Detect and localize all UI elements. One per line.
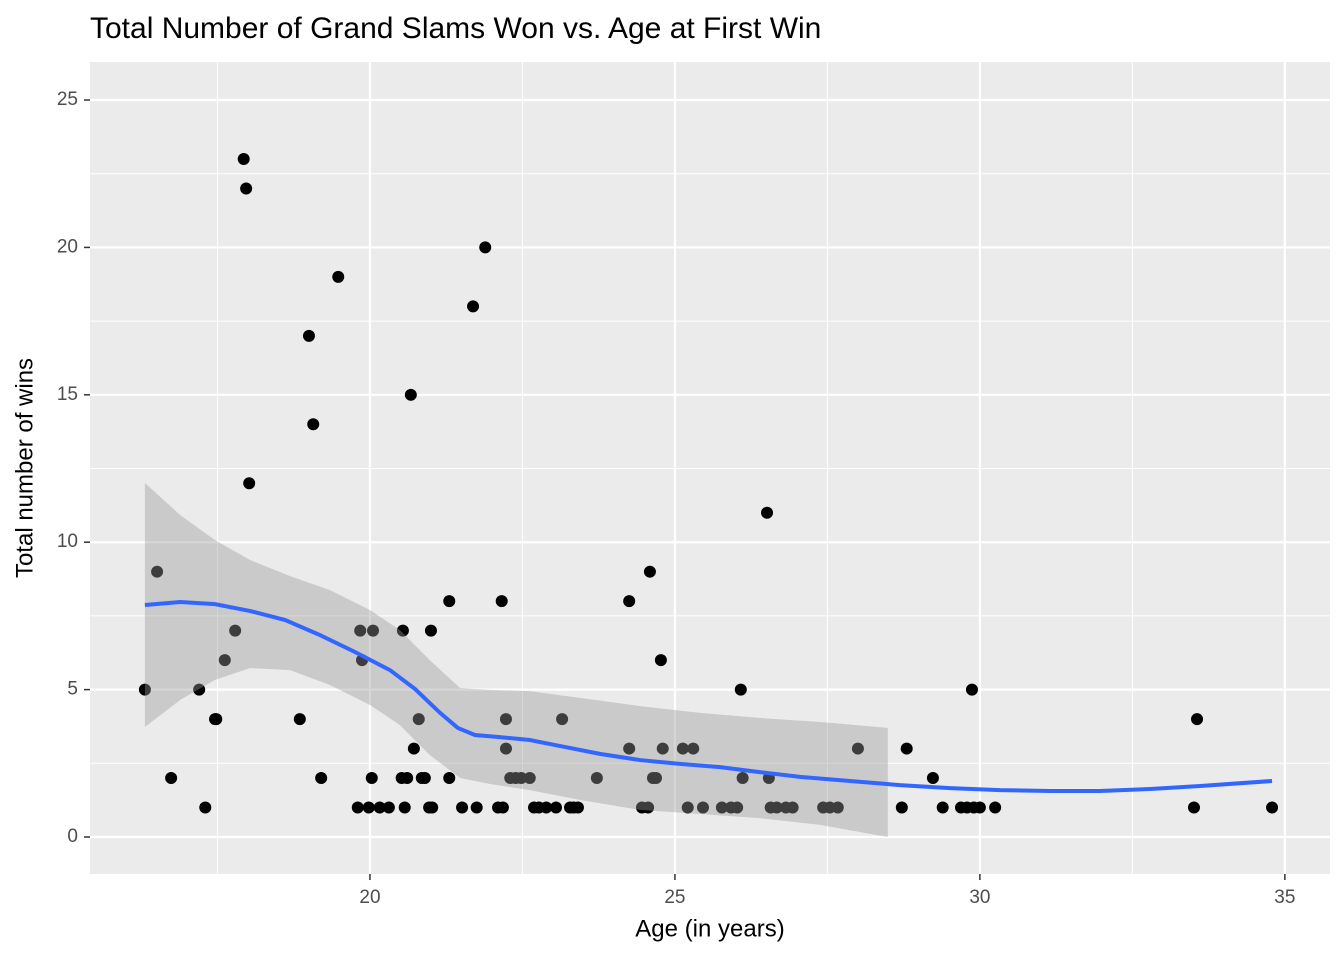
panel	[90, 62, 1330, 874]
point	[229, 624, 242, 637]
point	[831, 801, 844, 814]
point	[851, 742, 864, 755]
point	[696, 801, 709, 814]
point	[556, 713, 569, 726]
point	[138, 683, 151, 696]
point	[218, 654, 231, 667]
point	[540, 801, 553, 814]
point	[1266, 801, 1279, 814]
point	[731, 801, 744, 814]
point	[404, 388, 417, 401]
point	[623, 595, 636, 608]
point	[1191, 713, 1204, 726]
point	[151, 565, 164, 578]
point	[243, 477, 256, 490]
point	[193, 683, 206, 696]
point	[424, 624, 437, 637]
point	[293, 713, 306, 726]
point	[470, 801, 483, 814]
point	[715, 801, 728, 814]
point	[401, 772, 414, 785]
point	[643, 565, 656, 578]
x-tick-label: 30	[969, 887, 990, 908]
point	[499, 742, 512, 755]
point	[367, 624, 380, 637]
point	[989, 801, 1002, 814]
point	[456, 801, 469, 814]
point	[654, 654, 667, 667]
point	[351, 801, 364, 814]
point	[786, 801, 799, 814]
x-tick-label: 25	[664, 887, 685, 908]
point	[315, 772, 328, 785]
point	[676, 742, 689, 755]
y-tick-label: 0	[67, 826, 78, 847]
point	[926, 772, 939, 785]
y-tick-label: 20	[57, 236, 78, 257]
point	[332, 270, 345, 283]
point	[734, 683, 747, 696]
point	[973, 801, 986, 814]
point	[590, 772, 603, 785]
point	[365, 772, 378, 785]
point	[426, 801, 439, 814]
point	[479, 241, 492, 254]
point	[165, 772, 178, 785]
point	[412, 713, 425, 726]
point	[895, 801, 908, 814]
point	[687, 742, 700, 755]
point	[1187, 801, 1200, 814]
confidence-band	[144, 482, 888, 838]
point	[936, 801, 949, 814]
point	[199, 801, 212, 814]
point	[354, 624, 367, 637]
point	[467, 300, 480, 313]
y-tick-label: 10	[57, 531, 78, 552]
x-axis-title: Age (in years)	[635, 915, 784, 942]
point	[523, 772, 536, 785]
point	[407, 742, 420, 755]
y-tick-label: 25	[57, 89, 78, 110]
point	[240, 182, 253, 195]
point	[396, 624, 409, 637]
point	[770, 801, 783, 814]
point	[443, 772, 456, 785]
point	[237, 152, 250, 165]
point	[681, 801, 694, 814]
point	[571, 801, 584, 814]
point	[650, 772, 663, 785]
point	[515, 772, 528, 785]
point	[656, 742, 669, 755]
y-axis-title: Total number of wins	[11, 358, 38, 578]
point	[382, 801, 395, 814]
point	[499, 713, 512, 726]
point	[373, 801, 386, 814]
point	[549, 801, 562, 814]
point	[900, 742, 913, 755]
point	[418, 772, 431, 785]
point	[623, 742, 636, 755]
smooth-line	[144, 600, 1273, 794]
y-tick-label: 5	[67, 679, 78, 700]
point	[495, 595, 508, 608]
point	[761, 506, 774, 519]
point	[210, 713, 223, 726]
point	[302, 329, 315, 342]
point	[362, 801, 375, 814]
x-tick-label: 20	[359, 887, 380, 908]
point	[443, 595, 456, 608]
x-tick-label: 35	[1274, 887, 1295, 908]
chart-title: Total Number of Grand Slams Won vs. Age …	[90, 12, 821, 45]
point	[307, 418, 320, 431]
point	[965, 683, 978, 696]
point	[398, 801, 411, 814]
point	[736, 772, 749, 785]
point	[496, 801, 509, 814]
y-tick-label: 15	[57, 384, 78, 405]
point	[642, 801, 655, 814]
